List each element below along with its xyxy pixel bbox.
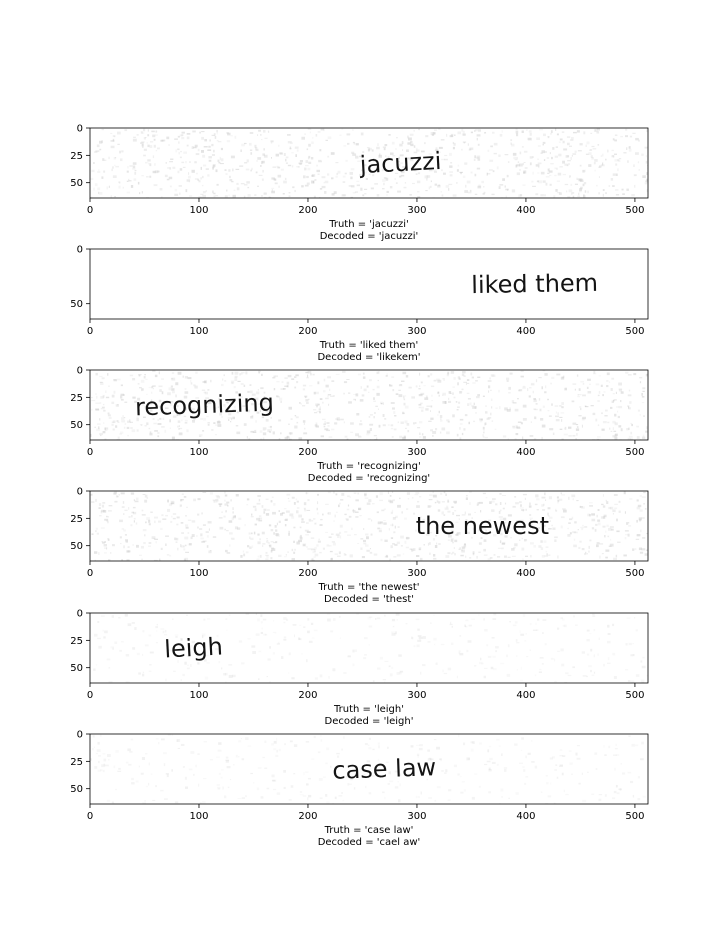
x-tick-label: 400 bbox=[516, 447, 535, 458]
x-tick-label: 300 bbox=[407, 568, 426, 579]
caption-truth: Truth = 'liked them' bbox=[319, 340, 418, 351]
x-tick-label: 100 bbox=[189, 326, 208, 337]
y-tick-label: 50 bbox=[70, 299, 83, 310]
x-tick-label: 400 bbox=[516, 690, 535, 701]
y-tick-label: 50 bbox=[70, 178, 83, 189]
y-tick-label: 50 bbox=[70, 541, 83, 552]
y-tick-label: 0 bbox=[77, 609, 83, 620]
axes-frame bbox=[89, 612, 649, 684]
panel-1: jacuzzi 0 100 200 300 400 500 0 25 50 Truth = 'jac… bbox=[70, 124, 649, 242]
x-tick-label: 300 bbox=[407, 447, 426, 458]
x-tick-label: 100 bbox=[189, 690, 208, 701]
x-tick-label: 300 bbox=[407, 811, 426, 822]
x-tick-label: 0 bbox=[87, 690, 93, 701]
x-tick-label: 400 bbox=[516, 811, 535, 822]
axes-frame bbox=[89, 369, 649, 441]
image-word: liked them bbox=[471, 269, 598, 299]
image-noise bbox=[90, 491, 648, 561]
image-word: jacuzzi bbox=[358, 147, 442, 179]
x-tick-label: 400 bbox=[516, 205, 535, 216]
y-tick-label: 50 bbox=[70, 784, 83, 795]
axes-frame bbox=[89, 733, 649, 805]
y-tick-label: 0 bbox=[77, 245, 83, 256]
x-tick-label: 400 bbox=[516, 326, 535, 337]
image-background bbox=[90, 734, 648, 804]
caption-decoded: Decoded = 'thest' bbox=[324, 594, 414, 605]
x-tick-label: 0 bbox=[87, 811, 93, 822]
x-tick-label: 0 bbox=[87, 326, 93, 337]
x-tick-label: 500 bbox=[625, 326, 644, 337]
x-tick-label: 500 bbox=[625, 568, 644, 579]
caption-truth: Truth = 'case law' bbox=[324, 825, 414, 836]
y-tick-label: 25 bbox=[70, 757, 83, 768]
x-tick-label: 200 bbox=[298, 568, 317, 579]
caption-decoded: Decoded = 'jacuzzi' bbox=[320, 231, 419, 242]
x-tick-label: 500 bbox=[625, 205, 644, 216]
y-tick-label: 0 bbox=[77, 366, 83, 377]
x-tick-label: 100 bbox=[189, 568, 208, 579]
y-tick-label: 25 bbox=[70, 393, 83, 404]
y-tick-label: 25 bbox=[70, 636, 83, 647]
x-tick-label: 500 bbox=[625, 447, 644, 458]
axes-frame bbox=[89, 127, 649, 199]
x-tick-label: 0 bbox=[87, 205, 93, 216]
caption-truth: Truth = 'recognizing' bbox=[316, 461, 420, 472]
x-tick-label: 0 bbox=[87, 568, 93, 579]
panel-2: liked them 0 100 200 300 400 500 0 50 Truth = 'li… bbox=[70, 245, 649, 363]
axes-frame bbox=[89, 490, 649, 562]
panel-3: recognizing 0 100 200 300 400 500 0 25 50 Truth = … bbox=[70, 366, 649, 484]
x-tick-label: 500 bbox=[625, 811, 644, 822]
image-noise bbox=[90, 128, 648, 198]
y-tick-label: 50 bbox=[70, 663, 83, 674]
panel-4: the newest 0 100 200 300 400 500 0 25 50 Truth = '… bbox=[70, 487, 649, 605]
axes-frame bbox=[89, 248, 649, 320]
x-tick-label: 100 bbox=[189, 447, 208, 458]
x-tick-label: 0 bbox=[87, 447, 93, 458]
x-tick-label: 100 bbox=[189, 205, 208, 216]
caption-truth: Truth = 'jacuzzi' bbox=[328, 219, 409, 230]
x-tick-label: 500 bbox=[625, 690, 644, 701]
x-tick-label: 400 bbox=[516, 568, 535, 579]
image-background bbox=[90, 491, 648, 561]
caption-truth: Truth = 'leigh' bbox=[333, 704, 404, 715]
image-word: case law bbox=[332, 753, 437, 785]
x-tick-label: 100 bbox=[189, 811, 208, 822]
image-word: leigh bbox=[164, 632, 224, 663]
x-tick-label: 300 bbox=[407, 326, 426, 337]
image-noise bbox=[90, 734, 648, 804]
x-tick-label: 300 bbox=[407, 690, 426, 701]
y-tick-label: 25 bbox=[70, 151, 83, 162]
x-tick-label: 300 bbox=[407, 205, 426, 216]
y-tick-label: 0 bbox=[77, 730, 83, 741]
y-tick-label: 0 bbox=[77, 487, 83, 498]
image-background bbox=[90, 370, 648, 440]
y-tick-label: 25 bbox=[70, 514, 83, 525]
caption-decoded: Decoded = 'cael aw' bbox=[318, 837, 421, 848]
image-noise bbox=[93, 613, 648, 683]
caption-decoded: Decoded = 'recognizing' bbox=[308, 473, 430, 484]
panel-6: case law 0 100 200 300 400 500 0 25 50 Truth = 'ca… bbox=[70, 730, 649, 848]
image-background bbox=[90, 613, 648, 683]
x-tick-label: 200 bbox=[298, 326, 317, 337]
caption-decoded: Decoded = 'leigh' bbox=[325, 716, 414, 727]
image-background bbox=[90, 249, 648, 319]
x-tick-label: 200 bbox=[298, 811, 317, 822]
x-tick-label: 200 bbox=[298, 205, 317, 216]
image-noise bbox=[90, 370, 648, 440]
caption-decoded: Decoded = 'likekem' bbox=[317, 352, 420, 363]
panel-5: leigh 0 100 200 300 400 500 0 25 50 Truth = 'leigh… bbox=[70, 609, 649, 727]
y-tick-label: 0 bbox=[77, 124, 83, 135]
image-background bbox=[90, 128, 648, 198]
image-word: recognizing bbox=[135, 389, 275, 422]
image-word: the newest bbox=[416, 512, 549, 540]
y-tick-label: 50 bbox=[70, 420, 83, 431]
x-tick-label: 200 bbox=[298, 447, 317, 458]
x-tick-label: 200 bbox=[298, 690, 317, 701]
caption-truth: Truth = 'the newest' bbox=[317, 582, 419, 593]
